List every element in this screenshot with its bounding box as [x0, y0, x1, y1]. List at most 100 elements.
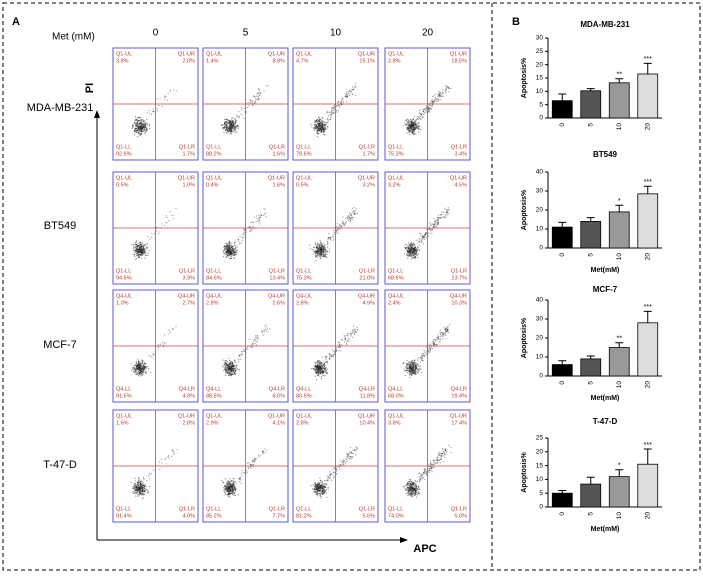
dot: [266, 216, 267, 217]
dot: [418, 370, 419, 371]
dot: [347, 456, 348, 457]
dot: [319, 486, 320, 487]
dot: [440, 334, 441, 335]
dot: [241, 483, 242, 484]
dot: [318, 250, 319, 251]
quadrant-name: Q1-UL: [296, 175, 312, 181]
dot: [230, 481, 231, 482]
dot: [147, 243, 148, 244]
dot: [251, 468, 252, 469]
dot: [410, 246, 411, 247]
dot: [324, 374, 325, 375]
dot: [131, 482, 132, 483]
dot: [324, 483, 325, 484]
dot: [338, 226, 339, 227]
dot: [319, 360, 320, 361]
dot: [441, 335, 442, 336]
dot: [426, 354, 427, 355]
dot: [226, 365, 227, 366]
dot: [134, 372, 135, 373]
dot: [229, 122, 230, 123]
dot: [434, 101, 435, 102]
dot: [145, 122, 146, 123]
dot: [348, 340, 349, 341]
dot: [344, 342, 345, 343]
dot: [411, 242, 412, 243]
dot: [342, 98, 343, 99]
quadrant-name: Q1-LR: [179, 144, 195, 150]
dot: [424, 113, 425, 114]
dot: [325, 357, 326, 358]
dot: [228, 365, 229, 366]
dot: [234, 368, 235, 369]
dot: [447, 329, 448, 330]
dot: [258, 218, 259, 219]
dot: [317, 248, 318, 249]
dot: [139, 494, 140, 495]
dot: [326, 251, 327, 252]
dot: [164, 334, 165, 335]
dot: [224, 364, 225, 365]
dot: [415, 124, 416, 125]
dot: [257, 220, 258, 221]
dot: [323, 365, 324, 366]
dot: [446, 210, 447, 211]
dot: [356, 208, 357, 209]
dot: [406, 249, 407, 250]
dot: [431, 105, 432, 106]
dot: [242, 470, 243, 471]
dot: [321, 255, 322, 256]
dot: [447, 214, 448, 215]
dot: [435, 223, 436, 224]
dot: [442, 334, 443, 335]
dot: [406, 120, 407, 121]
dot: [403, 362, 404, 363]
dot: [146, 255, 147, 256]
dot: [144, 484, 145, 485]
dot: [432, 102, 433, 103]
quadrant-percent: 7.7%: [272, 513, 285, 519]
dot: [173, 214, 174, 215]
dot: [408, 129, 409, 130]
dot: [233, 364, 234, 365]
dot: [345, 463, 346, 464]
dot: [171, 215, 172, 216]
dot: [323, 122, 324, 123]
dot: [414, 251, 415, 252]
dot: [317, 126, 318, 127]
dot: [318, 120, 319, 121]
dot: [137, 136, 138, 137]
dot: [424, 235, 425, 236]
dot: [322, 370, 323, 371]
dot: [437, 339, 438, 340]
dot: [414, 488, 415, 489]
dot: [320, 496, 321, 497]
dot: [433, 222, 434, 223]
dot: [346, 335, 347, 336]
dot: [133, 371, 134, 372]
dot: [428, 236, 429, 237]
dot: [406, 369, 407, 370]
dot: [416, 255, 417, 256]
dot: [324, 485, 325, 486]
dot: [407, 484, 408, 485]
dot: [420, 113, 421, 114]
dot: [354, 207, 355, 208]
dot: [241, 107, 242, 108]
dot: [134, 134, 135, 135]
dot: [315, 252, 316, 253]
dot: [157, 98, 158, 99]
dot: [334, 104, 335, 105]
dot: [415, 248, 416, 249]
dot: [253, 460, 254, 461]
quadrant-percent: 2.8%: [388, 58, 401, 64]
dot: [139, 130, 140, 131]
dot: [228, 257, 229, 258]
dot: [315, 255, 316, 256]
dot: [233, 255, 234, 256]
dot: [230, 128, 231, 129]
dot: [314, 247, 315, 248]
dot: [404, 247, 405, 248]
dot: [425, 235, 426, 236]
dot: [327, 373, 328, 374]
